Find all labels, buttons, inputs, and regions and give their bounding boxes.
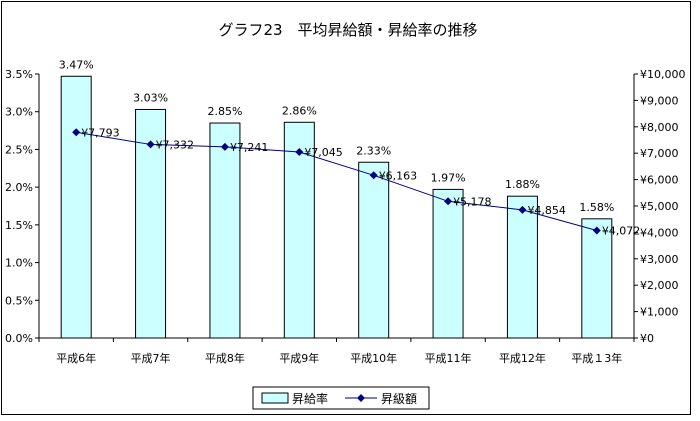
bar-data-label: 3.47%	[59, 58, 94, 71]
line-data-label: ¥6,163	[379, 169, 418, 182]
x-axis-tick-label: 平成6年	[56, 351, 96, 365]
bar	[283, 121, 315, 339]
line-series: ¥7,793 ¥7,332 ¥7,241 ¥7,045 ¥6,163 ¥5,178 ¥4,8…	[72, 126, 640, 237]
right-axis-tick-label: ¥5,000	[640, 200, 679, 213]
legend-bar-swatch	[261, 392, 289, 404]
left-axis: 0.0% 0.5% 1.0% 1.5% 2.0% 2.5% 3.0% 3.5%	[5, 68, 40, 345]
legend-box	[252, 386, 430, 410]
x-axis-tick-label: 平成11年	[425, 351, 472, 365]
bar	[506, 195, 538, 339]
line-point	[72, 128, 81, 137]
bar-data-label: 1.58%	[579, 201, 614, 214]
legend-line-label: 昇級額	[381, 392, 417, 406]
line-data-label: ¥5,178	[453, 195, 492, 208]
left-axis-tick-label: 2.0%	[5, 181, 33, 194]
chart-title: グラフ23 平均昇給額・昇給率の推移	[218, 21, 477, 39]
bar	[581, 218, 613, 339]
bar	[358, 161, 390, 339]
line-data-label: ¥7,332	[156, 138, 195, 151]
legend-line-marker	[357, 394, 365, 402]
legend-bar-label: 昇給率	[292, 391, 328, 406]
bar-data-label: 3.03%	[133, 91, 168, 104]
bar-data-label: 2.33%	[356, 144, 391, 157]
line-point	[592, 226, 601, 235]
left-axis-tick-label: 0.0%	[5, 332, 33, 345]
line-data-label: ¥4,854	[527, 204, 566, 217]
right-axis-tick-label: ¥6,000	[640, 174, 679, 187]
bar-data-label: 1.88%	[505, 178, 540, 191]
line-point	[369, 171, 378, 180]
bar	[60, 75, 92, 339]
x-axis-tick-label: 平成9年	[279, 351, 319, 365]
line-point	[146, 140, 155, 149]
bar	[432, 188, 464, 339]
x-axis: 平成6年 平成7年 平成8年 平成9年 平成10年 平成11年 平成12年 平成１3年	[38, 337, 635, 365]
bar-series: 3.47% 3.03% 2.85% 2.86% 2.33% 1.97% 1.88% 1.58%	[59, 58, 614, 339]
line-path	[76, 131, 597, 231]
bar-data-label: 1.97%	[431, 171, 466, 184]
right-axis-tick-label: ¥0	[640, 332, 654, 345]
x-axis-tick-label: 平成8年	[205, 351, 245, 365]
bar-data-label: 2.85%	[207, 105, 242, 118]
bar-data-label: 2.86%	[282, 104, 317, 117]
right-axis-tick-label: ¥4,000	[640, 226, 679, 239]
left-axis-tick-label: 1.0%	[5, 257, 33, 270]
left-axis-tick-label: 1.5%	[5, 219, 33, 232]
line-point	[518, 205, 527, 214]
left-axis-tick-label: 3.0%	[5, 106, 33, 119]
left-axis-tick-label: 2.5%	[5, 143, 33, 156]
right-axis-tick-label: ¥9,000	[640, 94, 679, 107]
right-axis-tick-label: ¥1,000	[640, 306, 679, 319]
x-axis-tick-label: 平成7年	[131, 351, 171, 365]
right-axis-tick-label: ¥10,000	[640, 68, 686, 81]
line-point	[295, 148, 304, 157]
line-point	[444, 197, 453, 206]
x-axis-tick-label: 平成10年	[350, 351, 397, 365]
legend: 昇給率 昇級額	[252, 386, 430, 410]
left-axis-tick-label: 3.5%	[5, 68, 33, 81]
left-axis-tick-label: 0.5%	[5, 294, 33, 307]
right-axis-tick-label: ¥3,000	[640, 253, 679, 266]
right-axis-tick-label: ¥2,000	[640, 279, 679, 292]
line-data-label: ¥7,241	[230, 141, 269, 154]
right-axis-tick-label: ¥7,000	[640, 147, 679, 160]
line-data-label: ¥7,793	[81, 126, 120, 139]
x-axis-tick-label: 平成12年	[499, 351, 546, 365]
line-data-label: ¥4,072	[602, 224, 641, 237]
x-axis-tick-label: 平成１3年	[571, 351, 622, 365]
line-point	[220, 142, 229, 151]
right-axis-tick-label: ¥8,000	[640, 121, 679, 134]
bar	[209, 122, 241, 339]
line-data-label: ¥7,045	[304, 146, 343, 159]
right-axis: ¥0 ¥1,000 ¥2,000 ¥3,000 ¥4,000 ¥5,000 ¥6,000 ¥7…	[633, 68, 686, 345]
